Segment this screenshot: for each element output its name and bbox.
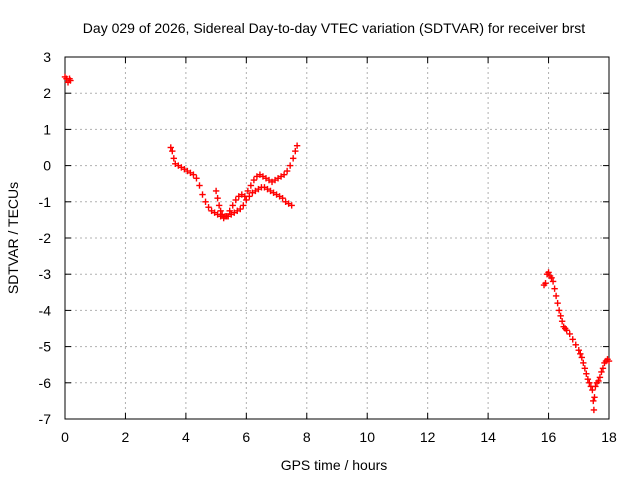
data-point-marker [205,204,212,211]
data-point-marker [283,167,291,175]
y-tick-label: -4 [39,302,52,318]
x-tick-label: 2 [122,429,130,445]
data-point-marker [217,207,224,215]
data-point-marker [592,383,599,390]
data-point-marker [199,191,206,198]
marker-layer [61,73,613,414]
data-point-marker [552,292,560,300]
data-point-marker [555,307,563,314]
tick-layer [64,56,610,420]
data-point-marker [243,196,250,204]
data-point-marker [229,202,236,209]
chart-title: Day 029 of 2026, Sidereal Day-to-day VTE… [83,20,585,36]
data-point-marker [566,330,573,338]
y-tick-label: 1 [43,121,51,137]
data-point-marker [572,341,579,348]
data-point-marker [193,175,200,182]
data-point-marker [584,375,592,383]
grid-layer [65,57,609,419]
data-point-marker [605,357,613,365]
data-point-marker [581,365,589,372]
data-point-marker [67,77,74,84]
data-point-marker [250,176,258,184]
x-tick-label: 14 [480,429,496,445]
x-tick-label: 16 [541,429,557,445]
data-point-marker [286,162,294,169]
data-point-marker [279,194,286,202]
data-point-marker [247,182,255,189]
data-point-marker [226,207,233,215]
y-tick-label: -3 [39,266,52,282]
plot-frame [64,56,610,420]
x-tick-label: 0 [61,429,69,445]
data-point-marker [293,142,301,149]
data-point-marker [590,397,597,405]
data-point-marker [196,182,203,189]
data-point-marker [190,171,197,178]
data-point-marker [577,350,584,358]
data-point-marker [542,280,549,287]
data-point-marker [202,198,209,205]
data-point-marker [292,147,299,155]
data-point-marker [288,202,295,209]
y-tick-label: -7 [39,411,52,427]
data-point-marker [215,202,223,209]
x-tick-label: 6 [242,429,250,445]
data-point-marker [583,370,590,377]
y-tick-label: -2 [39,230,52,246]
data-point-marker [237,205,244,213]
x-axis-label: GPS time / hours [281,457,388,473]
data-point-marker [280,171,288,178]
data-point-marker [167,144,174,151]
data-point-marker [590,406,598,414]
data-point-marker [563,327,570,334]
data-point-marker [170,155,177,162]
data-point-marker [212,187,220,195]
y-tick-label: 3 [43,49,51,65]
data-point-marker [244,187,252,195]
data-point-marker [598,368,605,376]
data-point-marker [586,379,593,386]
y-tick-label: -5 [39,339,52,355]
data-point-marker [551,285,558,292]
y-tick-label: -1 [39,194,52,210]
data-point-marker [578,354,585,361]
data-point-marker [214,194,221,202]
x-tick-label: 10 [359,429,375,445]
data-point-marker [591,394,598,401]
data-point-marker [575,347,582,354]
data-point-marker [549,278,557,285]
data-point-marker [240,202,247,209]
y-tick-label: 2 [43,85,51,101]
x-tick-label: 8 [303,429,311,445]
data-point-marker [558,318,566,325]
data-point-marker [548,274,555,282]
data-point-marker [289,155,297,162]
data-point-marker [232,196,239,204]
data-point-marker [596,374,604,381]
data-point-marker [545,269,552,276]
x-tick-label: 12 [420,429,436,445]
data-point-marker [589,386,596,394]
data-point-marker [599,365,607,372]
data-point-marker [169,147,176,155]
y-axis-label: SDTVAR / TECUs [5,182,21,294]
x-tick-label: 18 [601,429,617,445]
data-point-marker [569,336,576,343]
y-tick-label: -6 [39,375,52,391]
data-point-marker [595,377,602,385]
data-point-marker [557,312,564,320]
data-point-marker [554,299,561,307]
y-tick-label: 0 [43,158,51,174]
data-point-marker [246,193,253,200]
data-point-marker [580,359,587,367]
x-tick-label: 4 [182,429,190,445]
